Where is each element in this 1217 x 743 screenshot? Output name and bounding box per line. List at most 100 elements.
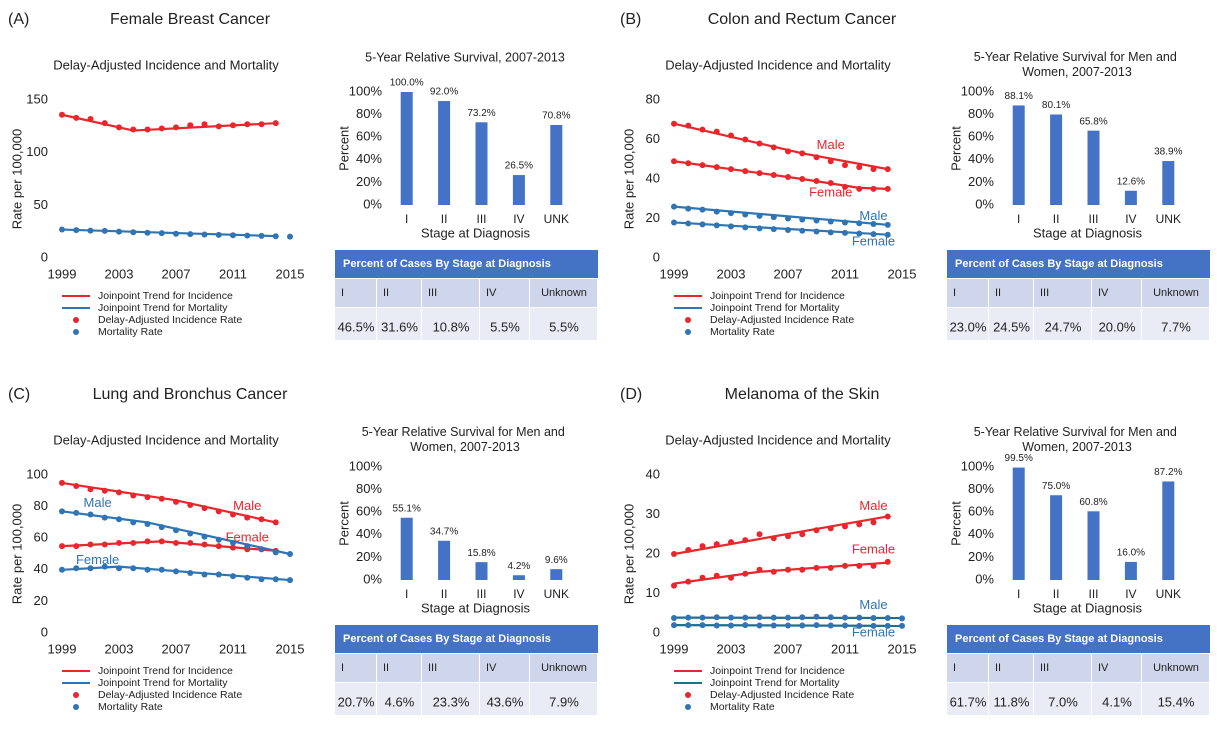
- table-cell: [335, 308, 376, 340]
- data-point: [884, 558, 891, 565]
- y-tick-label: 0%: [975, 571, 994, 586]
- series-annotation: Male: [859, 208, 887, 223]
- bar: [1012, 467, 1025, 580]
- table-title-bg: [335, 625, 598, 653]
- data-point: [713, 222, 720, 229]
- legend-label: Mortality Rate: [710, 701, 775, 713]
- data-point: [201, 541, 208, 548]
- data-point: [899, 615, 905, 622]
- data-point: [756, 566, 763, 573]
- trend-line: [673, 205, 888, 226]
- legend-label: Mortality Rate: [98, 326, 163, 338]
- data-point: [187, 569, 194, 576]
- y-tick-label: 80: [646, 91, 660, 106]
- data-point: [742, 570, 749, 577]
- data-point: [671, 551, 677, 557]
- bar: [400, 92, 413, 205]
- data-point: [856, 521, 863, 528]
- y-tick-label: 100%: [961, 83, 995, 98]
- data-point: [258, 121, 265, 128]
- data-point: [287, 577, 293, 584]
- y-tick-label: 20%: [356, 174, 382, 189]
- data-point: [770, 144, 777, 151]
- table-title-bg: [947, 625, 1210, 653]
- table-value: 5.5%: [490, 319, 520, 334]
- y-tick-label: 60%: [968, 129, 994, 144]
- table-cell: [1142, 308, 1209, 340]
- bar: [400, 517, 413, 580]
- data-point: [785, 215, 791, 222]
- y-tick-label: 60: [34, 530, 48, 545]
- x-tick-label: II: [1053, 212, 1060, 226]
- data-point: [116, 565, 122, 572]
- y-tick-label: 80%: [356, 481, 382, 496]
- data-point: [158, 524, 165, 531]
- data-point: [870, 231, 877, 238]
- table-header-cell: [989, 654, 1033, 682]
- table-value: 7.9%: [549, 694, 579, 709]
- data-point: [73, 114, 80, 121]
- table-header-cell: [1142, 654, 1209, 682]
- data-point: [713, 541, 720, 548]
- table-header-cell: [335, 654, 376, 682]
- bar: [438, 540, 451, 580]
- bar: [475, 562, 488, 580]
- table-header: I: [953, 662, 956, 674]
- value-label: 34.7%: [430, 526, 458, 537]
- data-point: [870, 185, 877, 192]
- data-point: [685, 578, 692, 585]
- series-annotation: Male: [859, 597, 887, 612]
- x-tick-label: UNK: [544, 212, 569, 226]
- data-point: [856, 230, 863, 237]
- data-point: [87, 486, 94, 493]
- data-point: [785, 148, 791, 155]
- data-point: [671, 219, 677, 226]
- data-point: [144, 126, 151, 133]
- data-point: [671, 120, 677, 127]
- data-point: [101, 487, 108, 494]
- data-point: [116, 228, 122, 235]
- table-title: Percent of Cases By Stage at Diagnosis: [343, 258, 551, 270]
- data-point: [685, 220, 692, 227]
- y-tick-label: 40: [646, 466, 660, 481]
- data-point: [230, 544, 236, 551]
- y-tick-label: 100%: [349, 83, 383, 98]
- data-point: [728, 622, 734, 629]
- table-value: 20.0%: [1099, 319, 1136, 334]
- data-point: [813, 613, 820, 620]
- data-point: [258, 576, 265, 583]
- y-tick-label: 0: [653, 624, 660, 639]
- data-point: [827, 229, 834, 236]
- data-point: [813, 217, 820, 224]
- x-tick-label: I: [1017, 212, 1020, 226]
- data-point: [173, 498, 179, 505]
- series-annotation: Female: [76, 552, 119, 567]
- data-point: [813, 228, 820, 235]
- legend-swatch: [73, 317, 79, 323]
- data-point: [799, 150, 806, 157]
- table-header: III: [1040, 662, 1049, 674]
- series-annotation: Male: [84, 495, 112, 510]
- data-point: [699, 614, 706, 621]
- data-point: [230, 539, 236, 546]
- data-point: [244, 574, 251, 581]
- table-value: 4.1%: [1102, 694, 1132, 709]
- data-point: [187, 502, 194, 509]
- table-value: 20.7%: [338, 694, 375, 709]
- data-point: [785, 533, 791, 540]
- bar-chart-title: 5-Year Relative Survival for Men and Wom…: [974, 50, 1181, 79]
- y-tick-label: 20%: [968, 174, 994, 189]
- data-point: [785, 174, 791, 181]
- data-point: [884, 221, 891, 228]
- data-point: [728, 539, 734, 546]
- x-tick-label: IV: [1125, 212, 1136, 226]
- table-cell: [1092, 683, 1141, 715]
- data-point: [201, 571, 208, 578]
- table-cell: [1034, 308, 1091, 340]
- value-label: 92.0%: [430, 87, 458, 98]
- value-label: 65.8%: [1079, 116, 1107, 127]
- trend-line: [61, 113, 276, 132]
- legend-label: Joinpoint Trend for Mortality: [710, 302, 840, 314]
- data-point: [685, 122, 692, 129]
- series-annotation: Male: [859, 498, 887, 513]
